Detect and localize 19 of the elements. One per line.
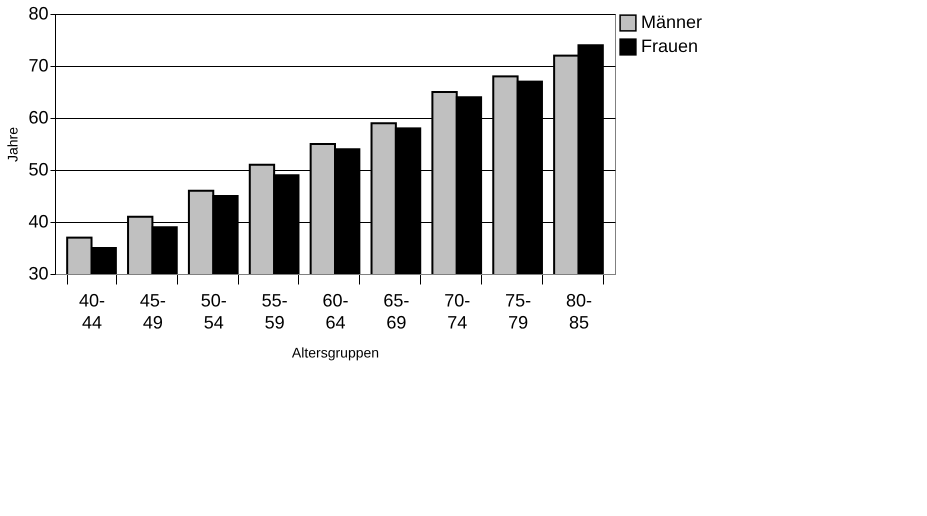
x-axis-title: Altersgruppen [292, 344, 380, 360]
y-tick-label: 70 [28, 56, 48, 76]
legend-label: Frauen [641, 36, 698, 56]
legend-label: Männer [641, 12, 702, 32]
x-tick-label: 55-59 [262, 290, 288, 332]
y-tick-label: 60 [28, 108, 48, 128]
y-tick-label: 50 [28, 160, 48, 180]
x-tick-label: 50-54 [200, 290, 227, 332]
x-tick-label: 80-85 [566, 290, 592, 332]
y-tick-label: 80 [28, 4, 48, 24]
x-tick-label: 60-64 [322, 290, 349, 332]
x-tick-label: 75-79 [505, 290, 532, 332]
y-tick-label: 30 [28, 264, 48, 284]
y-tick-label: 40 [28, 212, 48, 232]
x-tick-label: 65-69 [383, 290, 410, 332]
x-tick-label: 40-44 [79, 290, 106, 332]
x-tick-label: 70-74 [444, 290, 470, 332]
y-axis-title: Jahre [4, 126, 20, 162]
x-tick-label: 45-49 [140, 290, 166, 332]
